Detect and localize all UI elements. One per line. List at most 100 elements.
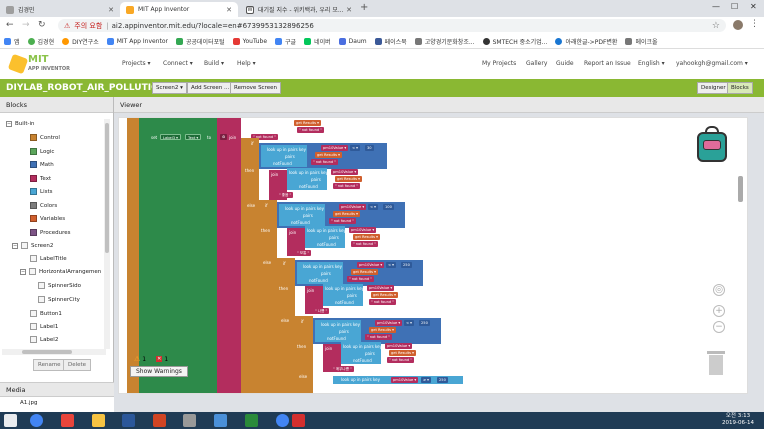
bookmark-item[interactable]: 메이크올 [625, 37, 658, 46]
compare-block[interactable]: look up in pairs key pairs notFound pm10… [259, 143, 387, 169]
component-label1[interactable]: Label1 [30, 323, 58, 330]
designer-button[interactable]: Designer [697, 82, 730, 94]
screen-selector[interactable]: Screen2 ▾ [152, 82, 187, 94]
remove-screen-button[interactable]: Remove Screen [230, 82, 281, 94]
set-block[interactable]: set Label3 ▾ Text ▾ to [139, 118, 217, 393]
viewer-vertical-scrollbar[interactable] [738, 176, 743, 202]
collapse-icon[interactable]: − [6, 121, 12, 127]
app-icon[interactable] [245, 414, 258, 427]
category-lists[interactable]: Lists [30, 188, 52, 195]
system-clock[interactable]: 오전 3:13 2019-06-14 [722, 413, 754, 426]
nav-my-projects[interactable]: My Projects [482, 60, 517, 67]
forward-icon[interactable]: → [22, 20, 30, 30]
bookmark-item[interactable]: 구글 [275, 37, 296, 46]
menu-projects[interactable]: Projects ▾ [122, 60, 151, 67]
tree-screen2[interactable]: − Screen2 [12, 242, 54, 249]
bookmark-item[interactable]: YouTube [232, 37, 267, 45]
zoom-out-icon[interactable]: − [713, 321, 725, 333]
property-dropdown[interactable]: Text ▾ [185, 134, 202, 140]
browser-tab-2[interactable]: MIT App Inventor ✕ [120, 2, 238, 17]
menu-help[interactable]: Help ▾ [237, 60, 256, 67]
bookmark-item[interactable]: Daum [338, 37, 367, 45]
app-icon[interactable] [183, 414, 196, 427]
category-text[interactable]: Text [30, 175, 51, 182]
account-menu[interactable]: yahookgh@gmail.com ▾ [676, 60, 748, 67]
chrome-icon[interactable] [30, 414, 43, 427]
app-icon[interactable] [153, 414, 166, 427]
close-icon[interactable]: ✕ [226, 5, 232, 14]
component-button1[interactable]: Button1 [30, 310, 62, 317]
menu-build[interactable]: Build ▾ [204, 60, 224, 67]
language-selector[interactable]: English ▾ [638, 60, 665, 67]
menu-connect[interactable]: Connect ▾ [163, 60, 193, 67]
component-dropdown[interactable]: Label3 ▾ [160, 134, 181, 140]
close-icon[interactable]: ✕ [108, 5, 114, 14]
window-close-icon[interactable]: ✕ [750, 2, 757, 11]
show-warnings-button[interactable]: Show Warnings [130, 366, 188, 377]
category-logic[interactable]: Logic [30, 148, 54, 155]
collapse-icon[interactable]: − [20, 268, 26, 275]
minimize-icon[interactable]: — [712, 2, 720, 11]
maximize-icon[interactable]: ☐ [731, 2, 739, 11]
bookmark-item[interactable]: DIY연구소 [62, 37, 99, 46]
mutator-icon[interactable]: ⚙ [220, 134, 228, 140]
tree-horizontal-scrollbar[interactable] [2, 349, 106, 355]
join-block[interactable]: ⚙ join [217, 118, 241, 393]
category-variables[interactable]: Variables [30, 215, 65, 222]
tree-vertical-scrollbar[interactable] [104, 119, 110, 349]
component-horizontal-arrangement[interactable]: − HorizontalArrangemen [20, 268, 102, 275]
component-spinnersido[interactable]: SpinnerSido [38, 282, 81, 289]
bookmark-item[interactable]: 네이버 [304, 37, 331, 46]
chrome-icon[interactable] [276, 414, 289, 427]
app-icon[interactable] [122, 414, 135, 427]
bookmark-item[interactable]: 아래한글->PDF변환 [555, 37, 617, 46]
bookmark-item[interactable]: 김경현 [27, 37, 54, 46]
bookmark-item[interactable]: 앱 [4, 37, 20, 46]
nav-report-issue[interactable]: Report an Issue [584, 60, 631, 67]
bookmark-item[interactable]: 고양경기문화창조... [414, 37, 475, 46]
delete-button[interactable]: Delete [63, 359, 92, 371]
category-colors[interactable]: Colors [30, 202, 57, 209]
bookmark-item[interactable]: 공공데이터포털 [175, 37, 225, 46]
category-control[interactable]: Control [30, 134, 60, 141]
component-label2[interactable]: Label2 [30, 336, 58, 343]
add-screen-button[interactable]: Add Screen ... [187, 82, 234, 94]
component-labeltitle[interactable]: LabelTitle [30, 255, 67, 262]
category-math[interactable]: Math [30, 161, 54, 168]
component-spinnercity[interactable]: SpinnerCity [38, 296, 80, 303]
folder-icon[interactable] [92, 414, 105, 427]
reload-icon[interactable]: ↻ [38, 20, 46, 30]
zoom-in-icon[interactable]: + [713, 305, 725, 317]
star-icon[interactable]: ☆ [711, 20, 720, 31]
bookmark-item[interactable]: MIT App Inventor [106, 37, 168, 45]
collapse-icon[interactable]: − [12, 242, 18, 249]
nav-guide[interactable]: Guide [556, 60, 574, 67]
app-inventor-logo[interactable]: MIT APP INVENTOR [7, 53, 93, 75]
backpack-icon[interactable] [693, 126, 731, 166]
tree-builtin[interactable]: − Built-in [6, 121, 35, 127]
bookmark-item[interactable]: 페이스북 [374, 37, 407, 46]
windows-start-icon[interactable] [4, 414, 17, 427]
app-icon[interactable] [61, 414, 74, 427]
media-item[interactable]: A1.jpg [20, 400, 38, 406]
blocks-button[interactable]: Blocks [727, 82, 753, 94]
back-icon[interactable]: ← [6, 20, 14, 30]
browser-tab-3[interactable]: W 대기질 지수 - 위키백과, 우리 모... ✕ [240, 2, 358, 17]
trash-icon[interactable] [707, 351, 725, 375]
close-icon[interactable]: ✕ [346, 5, 352, 14]
url-input[interactable]: ⚠ 주의 요함 | ai2.appinventor.mit.edu/?local… [58, 19, 726, 32]
category-procedures[interactable]: Procedures [30, 229, 71, 236]
event-block[interactable] [127, 118, 139, 393]
if-block[interactable]: if then else [241, 138, 259, 393]
rename-button[interactable]: Rename [33, 359, 66, 371]
nav-gallery[interactable]: Gallery [526, 60, 548, 67]
more-menu-icon[interactable]: ⋮ [750, 19, 759, 29]
blocks-workspace[interactable]: set Label3 ▾ Text ▾ to ⚙ join pairs get … [118, 117, 748, 394]
new-tab-icon[interactable]: + [360, 2, 369, 13]
app-icon[interactable] [292, 414, 305, 427]
profile-avatar[interactable] [733, 20, 743, 30]
bookmark-item[interactable]: SMTECH 중소기업... [482, 37, 547, 46]
app-icon[interactable] [214, 414, 227, 427]
recenter-icon[interactable]: ◎ [713, 284, 725, 296]
browser-tab-1[interactable]: 김경민 ✕ [0, 2, 120, 17]
